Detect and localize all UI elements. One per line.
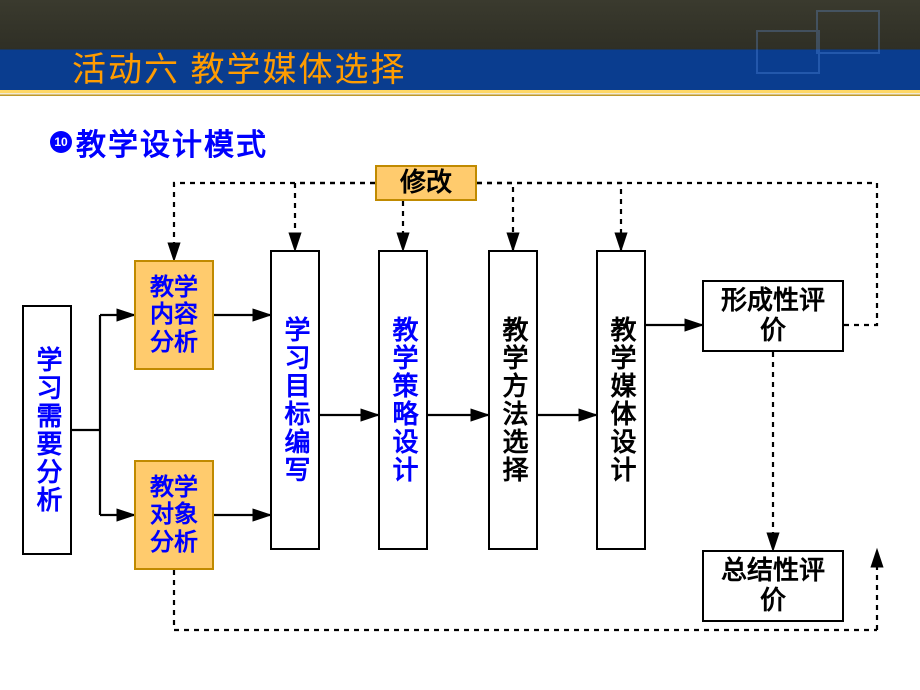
slide-header: 活动六 教学媒体选择: [0, 0, 920, 90]
node-strategy: 教学策略设计: [378, 250, 428, 550]
node-modify: 修改: [375, 165, 477, 201]
node-content: 教学内容分析: [134, 260, 214, 370]
node-method: 教学方法选择: [488, 250, 538, 550]
node-summative: 总结性评价: [702, 550, 844, 622]
bullet-icon: 10: [50, 131, 72, 153]
slide-title: 活动六 教学媒体选择: [72, 42, 407, 91]
node-obj: 学习目标编写: [270, 250, 320, 550]
node-needs: 学习需要分析: [22, 305, 72, 555]
node-learner: 教学对象分析: [134, 460, 214, 570]
flowchart-canvas: 修改学习需要分析 教学内容分析教学对象分析 学习目标编写 教学策略设计 教学方法选择 教学…: [0, 155, 920, 685]
node-formative: 形成性评价: [702, 280, 844, 352]
node-media: 教学媒体设计: [596, 250, 646, 550]
header-decor: [680, 0, 920, 90]
